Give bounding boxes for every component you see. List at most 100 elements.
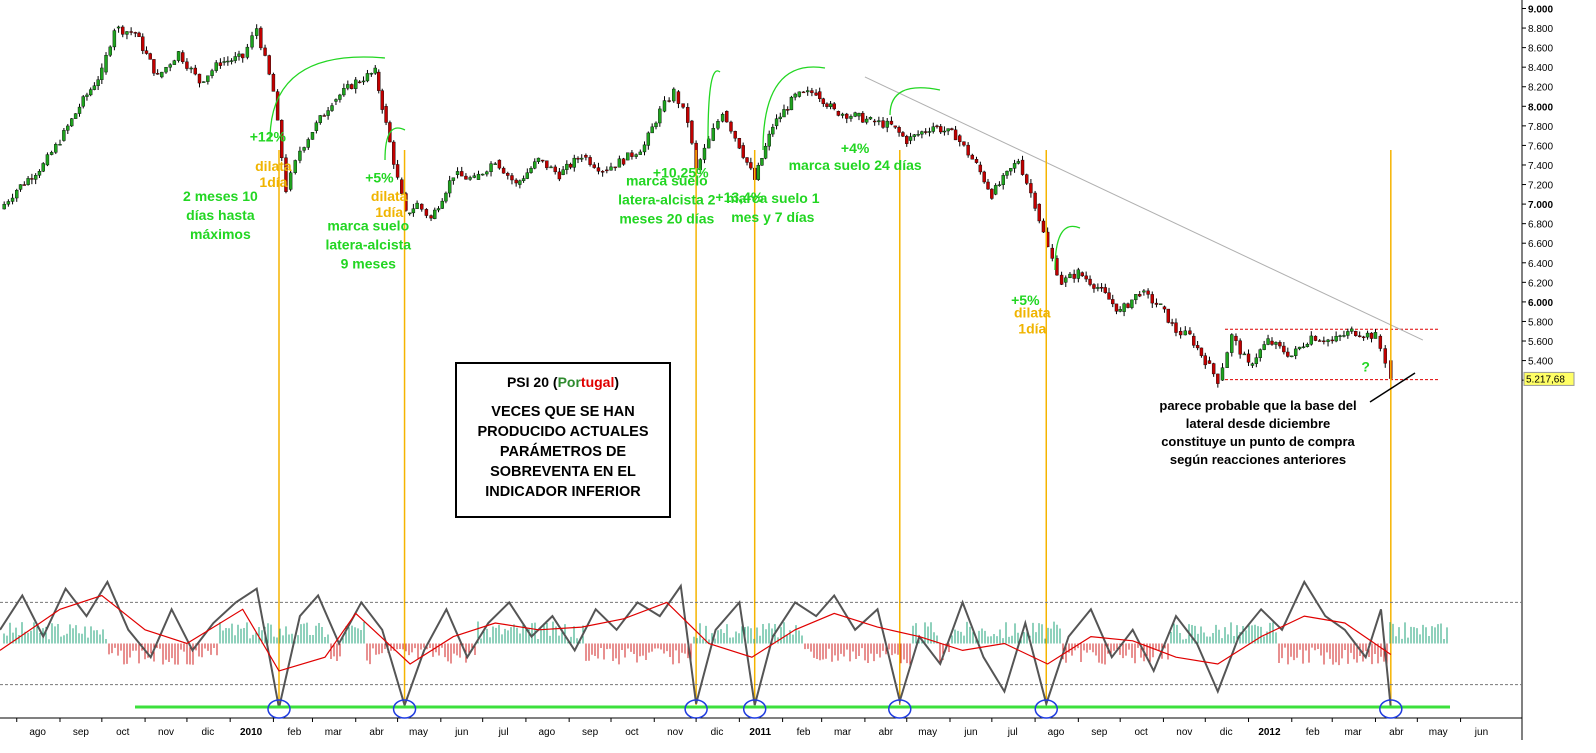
candle-body: [129, 31, 133, 33]
candle-body: [1270, 340, 1274, 345]
info-title-country-a: Por: [557, 374, 581, 390]
candle-body: [116, 26, 121, 29]
green-note-line: marca suelo: [327, 218, 409, 234]
candle-body: [1041, 220, 1046, 233]
candle-body: [630, 152, 634, 157]
info-box-title: PSI 20 (Portugal): [457, 374, 669, 390]
candle-body: [953, 129, 958, 141]
gain-label: ?: [1361, 358, 1370, 374]
oscillator-main-line: [0, 579, 1392, 709]
candle-body: [338, 94, 342, 100]
green-note-line: marca suelo 1: [726, 190, 820, 206]
candle-body: [958, 135, 962, 142]
candle-body: [646, 132, 651, 146]
candle-body: [1262, 344, 1266, 350]
candle-body: [440, 200, 444, 209]
trendline: [864, 76, 1424, 341]
candle-body: [565, 163, 569, 170]
candle-body: [596, 167, 601, 172]
candle-body: [377, 71, 381, 91]
candle-body: [588, 157, 592, 165]
green-note-line: marca suelo: [626, 173, 708, 189]
candle-body: [1183, 330, 1187, 336]
candle-body: [501, 167, 506, 174]
candle-body: [155, 73, 160, 75]
dilata-note-line: dilata: [255, 158, 292, 174]
y-tick-label: 5.400: [1528, 357, 1553, 368]
candle-body: [373, 67, 377, 74]
candle-body: [737, 138, 742, 149]
x-tick-label: dic: [711, 727, 724, 738]
y-tick-label: 7.600: [1528, 141, 1553, 152]
candle-body: [350, 84, 354, 89]
candle-body: [576, 157, 580, 160]
y-tick-label: 8.000: [1528, 102, 1553, 113]
candle-body: [1290, 355, 1294, 358]
x-tick-label: sep: [582, 727, 599, 738]
green-note-line: meses 20 días: [619, 211, 714, 227]
candle-body: [536, 157, 541, 162]
candle-body: [642, 144, 647, 153]
candle-body: [1346, 331, 1350, 336]
candle-body: [1130, 299, 1134, 308]
candle-body: [553, 166, 557, 173]
oversold-circle: [742, 699, 767, 719]
candle-body: [267, 55, 271, 75]
candle-body: [584, 154, 588, 158]
y-tick-label: 8.400: [1528, 63, 1553, 74]
candle-body: [280, 119, 284, 159]
candle-body: [931, 126, 935, 132]
candle-body: [962, 141, 966, 146]
x-tick-label: may: [1429, 727, 1448, 738]
candle-body: [1207, 360, 1212, 364]
candle-body: [85, 94, 89, 97]
x-tick-label: abr: [369, 727, 384, 738]
candle-body: [686, 107, 690, 123]
x-tick-label: ago: [29, 727, 46, 738]
candle-body: [1076, 269, 1081, 279]
y-tick-label: 6.000: [1528, 298, 1553, 309]
candle-body: [789, 96, 794, 111]
candle-body: [1357, 335, 1362, 338]
candle-body: [1096, 287, 1100, 289]
candle-body: [525, 172, 530, 179]
info-box: PSI 20 (Portugal) VECES QUE SE HAN PRODU…: [455, 362, 671, 518]
last-price-box: [1523, 371, 1575, 386]
candle-body: [45, 154, 50, 166]
x-tick-label: feb: [797, 727, 811, 738]
candle-body: [100, 67, 104, 80]
candle-body: [218, 62, 223, 66]
candle-body: [672, 88, 676, 102]
candle-body: [1313, 335, 1318, 341]
grid: [0, 0, 1523, 740]
candle-body: [436, 208, 441, 211]
candle-body: [1012, 163, 1017, 169]
candle-body: [1254, 357, 1259, 364]
x-tick-label: dic: [201, 727, 214, 738]
candle-body: [392, 141, 396, 165]
candle-body: [1005, 170, 1009, 176]
candle-body: [250, 35, 254, 48]
candle-body: [33, 175, 38, 180]
green-note-line: marca suelo 24 días: [789, 157, 922, 173]
candle-body: [716, 121, 720, 129]
candle-body: [1033, 192, 1037, 209]
candle-body: [720, 114, 725, 122]
candle-body: [346, 84, 350, 89]
candle-body: [1150, 294, 1154, 304]
green-note-line: días hasta: [186, 207, 255, 223]
candle-body: [741, 145, 745, 158]
candle-body: [908, 136, 913, 141]
candle-body: [310, 132, 315, 140]
candle-body: [214, 62, 218, 71]
candle-body: [1162, 306, 1167, 310]
x-tick-label: oct: [1134, 727, 1148, 738]
candle-body: [786, 109, 790, 111]
info-title-prefix: PSI 20 (: [506, 374, 558, 390]
x-tick-label: mar: [834, 727, 852, 738]
candle-body: [1238, 340, 1242, 355]
x-tick-label: jun: [1474, 727, 1488, 738]
green-note-line: mes y 7 días: [731, 209, 814, 225]
gain-arrow: [384, 127, 406, 161]
